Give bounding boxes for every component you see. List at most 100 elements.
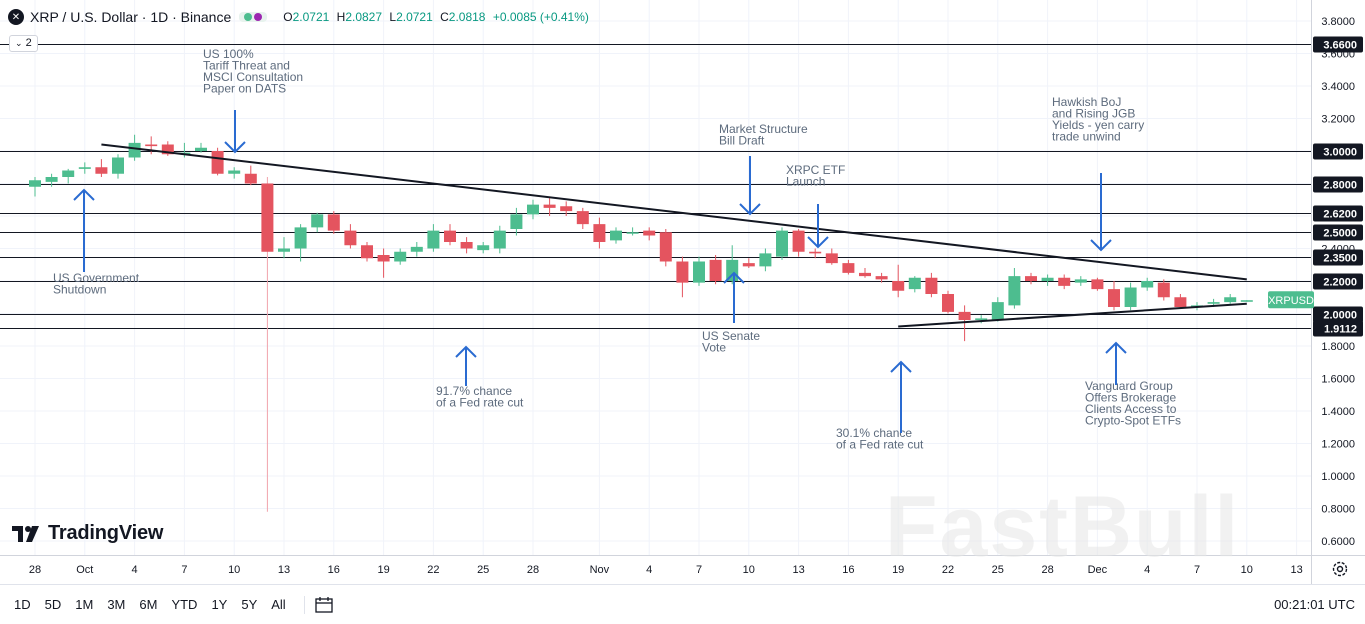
annotation-text: Market Structure Bill Draft <box>719 122 808 148</box>
timeframe-3m[interactable]: 3M <box>107 597 126 612</box>
annotation-arrowhead <box>455 345 477 358</box>
annotation-text: US Government Shutdown <box>53 271 140 297</box>
annotation-text: 30.1% chance of a Fed rate cut <box>836 426 924 452</box>
annotation-arrowhead <box>807 236 829 249</box>
candle-body <box>1224 297 1237 303</box>
time-tick-label: 4 <box>1144 564 1150 576</box>
candle-body <box>543 204 556 208</box>
candle-series <box>29 134 1253 512</box>
time-tick-label: Nov <box>590 564 610 576</box>
level-label: 2.5000 <box>1323 228 1357 240</box>
timeframe-5d[interactable]: 5D <box>44 597 62 612</box>
indicator-collapse-badge[interactable]: ⌄ 2 <box>9 35 38 52</box>
timeframe-ytd[interactable]: YTD <box>171 597 198 612</box>
share-icon[interactable] <box>239 12 268 22</box>
candle-body <box>1091 279 1104 290</box>
horizontal-levels <box>0 44 1311 329</box>
candle-body <box>145 144 158 147</box>
level-label: 2.0000 <box>1323 310 1357 322</box>
calendar-range-icon[interactable] <box>315 596 333 613</box>
annotation-arrowhead <box>224 141 246 154</box>
level-label: 3.6600 <box>1323 40 1357 52</box>
level-label-box <box>1313 36 1363 53</box>
candle-body <box>610 230 622 241</box>
level-label: 2.2000 <box>1323 277 1357 289</box>
ohlc-values: O2.0721 H2.0827 L2.0721 C2.0818 +0.0085 … <box>283 10 589 24</box>
candle-body <box>62 170 75 177</box>
trendline <box>101 143 1247 281</box>
candle-body <box>444 230 456 242</box>
candle-body <box>659 232 672 262</box>
timeframe-1y[interactable]: 1Y <box>211 597 228 612</box>
candle-body <box>892 281 905 291</box>
close-value: 2.0818 <box>448 10 486 24</box>
symbol-price-tag: XRPUSD <box>1268 291 1314 309</box>
annotation-arrowhead <box>723 271 745 284</box>
annotation-arrowhead <box>1105 341 1127 354</box>
symbol-tag-label: XRPUSD <box>1268 295 1314 307</box>
tradingview-logo[interactable]: TradingView <box>12 522 163 545</box>
candle-body <box>593 224 606 242</box>
candle-body <box>908 277 921 290</box>
price-tick-label: 3.8000 <box>1321 16 1355 28</box>
candle-body <box>460 242 473 249</box>
price-tick-label: 0.8000 <box>1321 504 1355 516</box>
candle-body <box>1207 302 1220 304</box>
annotations: US 100% Tariff Threat and MSCI Consultatio… <box>53 47 1181 452</box>
time-axis[interactable]: 28 Oct 4 7 10 13 16 19 22 25 28 Nov 4 7 10 13 16 19 22 25 28… <box>0 555 1365 577</box>
symbol-title[interactable]: XRP / U.S. Dollar · 1D · Binance <box>30 9 232 25</box>
gear-icon[interactable] <box>1331 560 1349 578</box>
time-tick-label: 13 <box>1290 564 1302 576</box>
timeframe-all[interactable]: All <box>271 597 286 612</box>
time-tick-label: 10 <box>228 564 240 576</box>
timeframe-5y[interactable]: 5Y <box>241 597 258 612</box>
time-tick-label: Oct <box>76 564 93 576</box>
candle-body <box>410 246 423 252</box>
price-chart[interactable]: US 100% Tariff Threat and MSCI Consultatio… <box>0 0 1365 584</box>
time-tick-label: 7 <box>1194 564 1200 576</box>
candle-body <box>95 167 108 174</box>
price-tick-label: 1.4000 <box>1321 406 1355 418</box>
time-tick-label: 4 <box>646 564 652 576</box>
time-tick-label: 16 <box>328 564 340 576</box>
candle-body <box>1240 300 1253 302</box>
timeframe-6m[interactable]: 6M <box>139 597 158 612</box>
annotation-text: US Senate Vote <box>702 329 760 355</box>
level-label: 2.3500 <box>1323 253 1357 265</box>
level-label-box <box>1313 306 1363 323</box>
time-tick-label: 28 <box>1041 564 1053 576</box>
utc-clock[interactable]: 00:21:01 UTC <box>1274 597 1355 612</box>
candle-body <box>925 277 938 294</box>
annotation-arrowhead <box>739 203 761 216</box>
candle-body <box>327 214 340 231</box>
candle-body <box>759 253 772 267</box>
trendline <box>898 302 1247 328</box>
symbol-tag-box <box>1268 291 1314 309</box>
annotation-text: Vanguard Group Offers Brokerage Clients Ac… <box>1085 379 1181 428</box>
time-tick-label: 28 <box>29 564 41 576</box>
candle-body <box>294 227 307 249</box>
annotation-arrowhead <box>73 188 95 201</box>
candle-body <box>776 230 788 257</box>
price-tick-label: 1.2000 <box>1321 439 1355 451</box>
level-label-box <box>1313 205 1363 222</box>
time-tick-label: 19 <box>892 564 904 576</box>
candle-body <box>311 214 324 228</box>
candle-body <box>161 144 174 155</box>
timeframe-1d[interactable]: 1D <box>14 597 31 612</box>
level-label: 2.6200 <box>1323 209 1357 221</box>
candle-body <box>228 170 241 174</box>
candle-body <box>792 230 805 252</box>
bottom-toolbar: 1D 5D 1M 3M 6M YTD 1Y 5Y All 00:21:01 UT… <box>0 584 1365 624</box>
time-tick-label: 22 <box>942 564 954 576</box>
candle-body <box>377 255 390 262</box>
timeframe-1m[interactable]: 1M <box>75 597 94 612</box>
candle-body <box>726 259 739 281</box>
candle-body <box>1141 281 1154 288</box>
time-tick-label: 13 <box>278 564 290 576</box>
candle-body <box>527 204 539 215</box>
price-axis[interactable]: 0.6000 0.8000 1.0000 1.2000 1.4000 1.6000 1.80… <box>1311 0 1364 584</box>
price-tick-label: 1.6000 <box>1321 374 1355 386</box>
time-tick-label: 13 <box>792 564 804 576</box>
level-label: 2.8000 <box>1323 180 1357 192</box>
